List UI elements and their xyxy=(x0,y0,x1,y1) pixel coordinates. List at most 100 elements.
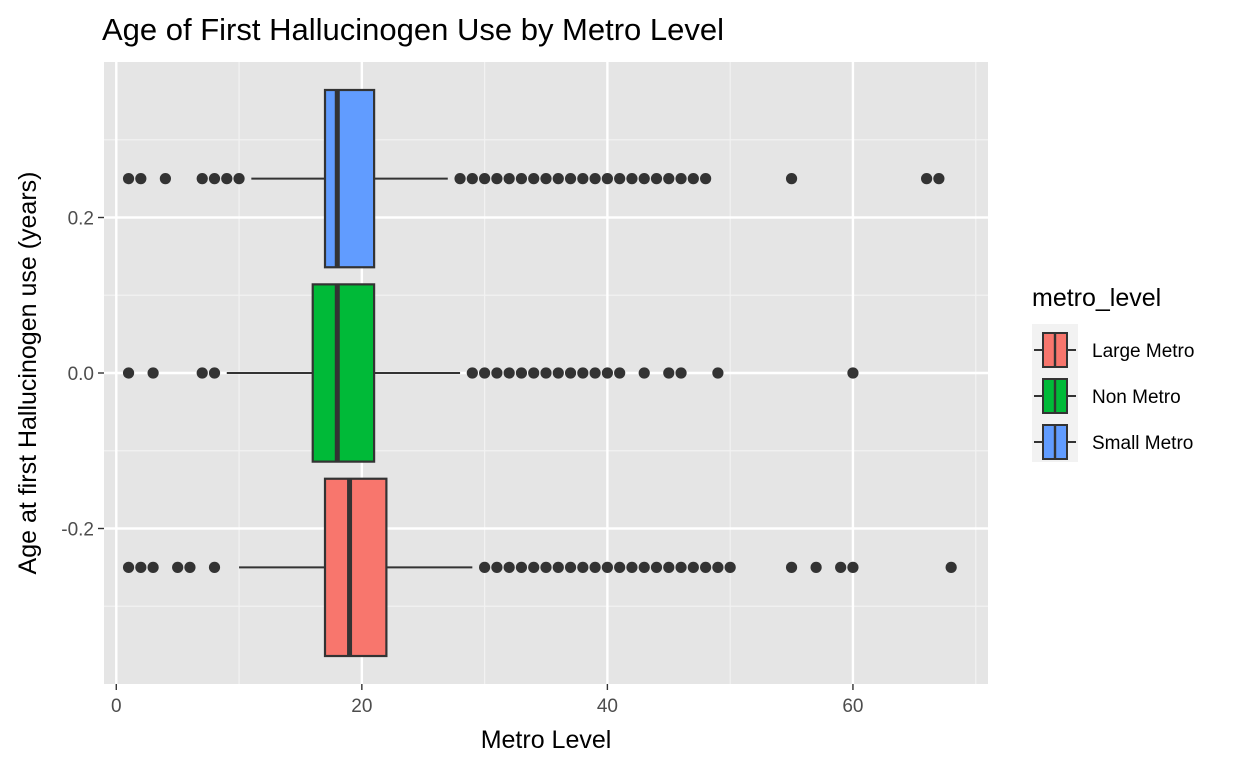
outlier-point xyxy=(172,561,184,573)
outlier-point xyxy=(491,367,503,379)
outlier-point xyxy=(540,173,552,185)
outlier-point xyxy=(638,367,650,379)
x-axis-ticks: 0 20 40 60 xyxy=(111,684,864,717)
outlier-point xyxy=(589,561,601,573)
legend-label: Non Metro xyxy=(1092,387,1181,408)
outlier-point xyxy=(196,173,208,185)
outlier-point xyxy=(454,173,466,185)
chart-title: Age of First Hallucinogen Use by Metro L… xyxy=(102,12,724,47)
outlier-point xyxy=(626,173,638,185)
outlier-point xyxy=(712,367,724,379)
outlier-point xyxy=(933,173,945,185)
outlier-point xyxy=(135,561,147,573)
outlier-point xyxy=(601,173,613,185)
outlier-point xyxy=(208,561,221,573)
outlier-point xyxy=(835,561,847,573)
outlier-point xyxy=(479,367,491,379)
outlier-point xyxy=(159,173,171,185)
outlier-point xyxy=(479,561,491,573)
outlier-point xyxy=(147,561,159,573)
outlier-point xyxy=(528,173,540,185)
outlier-point xyxy=(675,173,687,185)
outlier-points xyxy=(122,173,957,573)
outlier-point xyxy=(564,173,577,185)
outlier-point xyxy=(564,561,577,573)
outlier-point xyxy=(663,367,675,379)
outlier-point xyxy=(540,561,552,573)
outlier-point xyxy=(921,173,933,185)
outlier-point xyxy=(847,561,859,573)
outlier-point xyxy=(687,173,699,185)
box xyxy=(323,88,376,269)
outlier-point xyxy=(638,173,650,185)
outlier-point xyxy=(675,561,687,573)
outlier-point xyxy=(724,561,736,573)
outlier-point xyxy=(589,367,601,379)
outlier-point xyxy=(122,173,135,185)
outlier-point xyxy=(847,367,859,379)
outlier-point xyxy=(589,173,601,185)
outlier-point xyxy=(221,173,233,185)
outlier-point xyxy=(650,173,663,185)
outlier-point xyxy=(528,561,540,573)
outlier-point xyxy=(233,173,245,185)
outlier-point xyxy=(122,561,135,573)
outlier-point xyxy=(663,173,675,185)
outlier-point xyxy=(614,367,626,379)
outlier-point xyxy=(577,561,589,573)
legend: metro_level Large Metro Non Metro Small Me… xyxy=(1032,284,1194,462)
outlier-point xyxy=(515,173,528,185)
outlier-point xyxy=(785,561,798,573)
outlier-point xyxy=(491,173,503,185)
outlier-point xyxy=(528,367,540,379)
outlier-point xyxy=(810,561,822,573)
outlier-point xyxy=(552,173,564,185)
outlier-point xyxy=(208,367,221,379)
outlier-point xyxy=(515,367,528,379)
outlier-point xyxy=(687,561,699,573)
y-tick-label: 0.0 xyxy=(68,364,94,385)
outlier-point xyxy=(700,561,712,573)
outlier-point xyxy=(601,367,613,379)
outlier-point xyxy=(491,561,503,573)
outlier-point xyxy=(614,173,626,185)
outlier-point xyxy=(540,367,552,379)
y-axis-title: Age at first Hallucinogen use (years) xyxy=(14,172,42,575)
outlier-point xyxy=(638,561,650,573)
outlier-point xyxy=(147,367,159,379)
outlier-point xyxy=(552,367,564,379)
outlier-point xyxy=(503,173,515,185)
outlier-point xyxy=(503,367,515,379)
outlier-point xyxy=(614,561,626,573)
whiskers xyxy=(226,177,473,569)
y-tick-label: 0.2 xyxy=(68,209,94,230)
boxes xyxy=(311,88,388,658)
outlier-point xyxy=(515,561,528,573)
y-tick-label: -0.2 xyxy=(61,520,94,541)
outlier-point xyxy=(712,561,724,573)
legend-label: Large Metro xyxy=(1092,341,1194,362)
outlier-point xyxy=(564,367,577,379)
outlier-point xyxy=(184,561,196,573)
outlier-point xyxy=(479,173,491,185)
y-axis-ticks: -0.2 0.0 0.2 xyxy=(61,209,104,541)
box xyxy=(323,477,388,658)
legend-label: Small Metro xyxy=(1092,433,1193,454)
outlier-point xyxy=(675,367,687,379)
x-tick-label: 40 xyxy=(597,696,618,717)
outlier-point xyxy=(945,561,957,573)
box xyxy=(311,283,376,463)
outlier-point xyxy=(626,561,638,573)
outlier-point xyxy=(122,367,135,379)
outlier-point xyxy=(785,173,798,185)
outlier-point xyxy=(577,173,589,185)
x-tick-label: 60 xyxy=(842,696,863,717)
outlier-point xyxy=(466,367,478,379)
outlier-point xyxy=(503,561,515,573)
outlier-point xyxy=(552,561,564,573)
x-tick-label: 0 xyxy=(111,696,122,717)
outlier-point xyxy=(196,367,208,379)
outlier-point xyxy=(663,561,675,573)
outlier-point xyxy=(650,561,663,573)
outlier-point xyxy=(135,173,147,185)
